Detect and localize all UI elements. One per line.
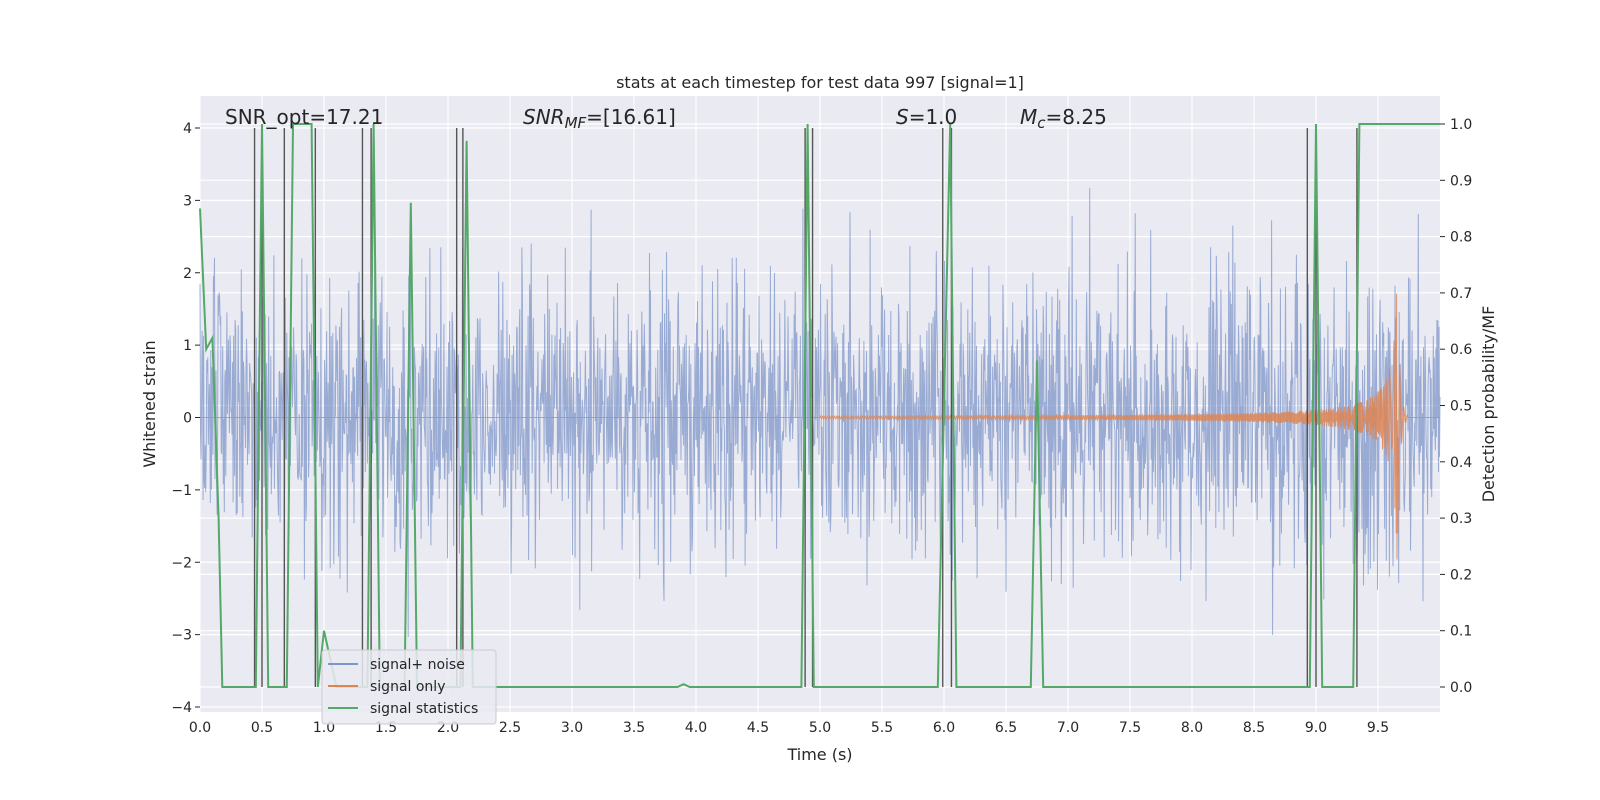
annotation-snr-mf-value: =[16.61] (586, 105, 676, 129)
series-signal-only (200, 293, 1440, 560)
x-tick-label: 7.5 (1119, 720, 1141, 736)
x-tick-label: 6.0 (933, 720, 955, 736)
y-right-tick-label: 0.0 (1450, 680, 1472, 696)
annotation-mc: Mc=8.25 (1020, 105, 1107, 132)
annotation-s: S=1.0 (896, 105, 957, 129)
y-right-tick-label: 1.0 (1450, 117, 1472, 133)
x-tick-label: 8.0 (1181, 720, 1203, 736)
x-tick-label: 0.0 (189, 720, 211, 736)
y-right-tick-label: 0.9 (1450, 173, 1472, 189)
y-left-tick-label: 1 (183, 338, 192, 354)
x-tick-label: 9.5 (1367, 720, 1389, 736)
signal-plus-noise-line (199, 187, 1441, 637)
x-tick-label: 2.5 (499, 720, 521, 736)
legend: signal+ noise signal only signal statist… (321, 649, 497, 725)
y-left-tick-label: 4 (183, 121, 192, 137)
x-tick-label: 4.0 (685, 720, 707, 736)
legend-box (321, 649, 497, 725)
y-left-tick-label: −3 (171, 628, 192, 644)
annotation-snr-mf-sub: MF (565, 114, 587, 132)
legend-label-signal-only: signal only (370, 679, 445, 695)
x-tick-label: 8.5 (1243, 720, 1265, 736)
y-right-tick-label: 0.4 (1450, 455, 1472, 471)
annotation-mc-sub: c (1037, 114, 1046, 132)
vertical-markers (253, 128, 1358, 687)
x-tick-label: 5.5 (871, 720, 893, 736)
y-right-tick-labels: 0.0 0.1 0.2 0.3 0.4 0.5 0.6 0.7 0.8 0.9 1.0 (1440, 117, 1472, 696)
y-right-tick-label: 0.7 (1450, 286, 1472, 302)
x-tick-label: 5.0 (809, 720, 831, 736)
y-right-tick-label: 0.2 (1450, 567, 1472, 583)
annotation-snr-opt: SNR_opt=17.21 (225, 105, 383, 129)
annotation-snr-mf: SNRMF=[16.61] (523, 105, 676, 132)
x-axis-label: Time (s) (786, 745, 852, 764)
y-left-tick-label: 0 (183, 411, 192, 427)
signal-only-line (200, 293, 1440, 560)
y-left-axis-label: Whitened strain (140, 340, 159, 467)
annotation-s-label: S (896, 105, 909, 129)
x-tick-label: 3.0 (561, 720, 583, 736)
y-left-tick-label: −4 (171, 700, 192, 716)
annotation-mc-label: M (1020, 105, 1037, 129)
x-tick-label: 0.5 (251, 720, 273, 736)
y-right-tick-label: 0.3 (1450, 511, 1472, 527)
y-right-axis-label: Detection probability/MF (1479, 306, 1498, 503)
y-right-tick-label: 0.8 (1450, 230, 1472, 246)
y-left-tick-label: 2 (183, 266, 192, 282)
annotation-snr-mf-label: SNR (523, 105, 565, 129)
y-left-tick-labels: −4 −3 −2 −1 0 1 2 3 4 (171, 121, 200, 716)
x-tick-label: 9.0 (1305, 720, 1327, 736)
y-right-tick-label: 0.5 (1450, 399, 1472, 415)
x-tick-label: 4.5 (747, 720, 769, 736)
x-tick-label: 7.0 (1057, 720, 1079, 736)
y-left-tick-label: 3 (183, 193, 192, 209)
chart-title: stats at each timestep for test data 997… (616, 73, 1024, 92)
y-left-tick-label: −1 (171, 483, 192, 499)
legend-label-signal-statistics: signal statistics (370, 701, 478, 717)
y-left-tick-label: −2 (171, 555, 192, 571)
annotation-s-value: =1.0 (909, 105, 958, 129)
series-signal-plus-noise (199, 187, 1441, 637)
x-tick-label: 6.5 (995, 720, 1017, 736)
legend-label-signal-plus-noise: signal+ noise (370, 657, 465, 673)
annotation-mc-value: =8.25 (1046, 105, 1107, 129)
y-right-tick-label: 0.6 (1450, 342, 1472, 358)
y-right-tick-label: 0.1 (1450, 624, 1472, 640)
x-tick-label: 3.5 (623, 720, 645, 736)
